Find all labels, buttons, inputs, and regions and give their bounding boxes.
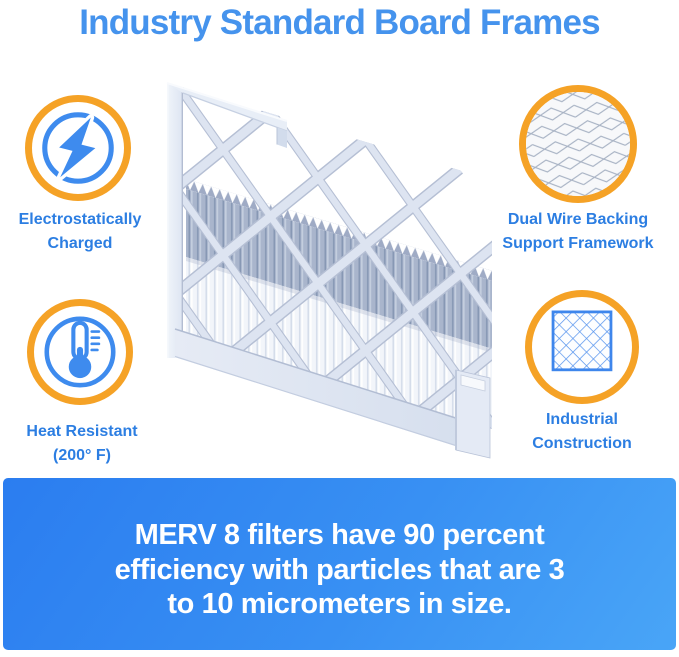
feature-label-line: Dual Wire Backing <box>507 211 649 228</box>
feature-label-heat-resistant: Heat Resistant (200° F) <box>0 420 164 468</box>
air-filter-illustration <box>166 81 492 459</box>
feature-badge-industrial-construction <box>525 290 639 404</box>
feature-label-line: Charged <box>47 235 113 252</box>
feature-badge-heat-resistant <box>27 299 133 405</box>
feature-label-electrostatic: Electrostatically Charged <box>0 208 162 256</box>
feature-label-wire-backing: Dual Wire Backing Support Framework <box>496 208 660 256</box>
feature-badge-wire-backing <box>519 85 637 203</box>
feature-label-line: Heat Resistant <box>26 423 138 440</box>
feature-label-line: Industrial <box>545 411 618 428</box>
banner-text-line: efficiency with particles that are 3 <box>114 553 565 586</box>
thermometer-icon <box>44 316 116 388</box>
wire-mesh-icon <box>526 92 630 196</box>
feature-label-line: Support Framework <box>502 235 654 252</box>
feature-label-line: (200° F) <box>53 447 111 464</box>
feature-label-line: Construction <box>532 435 632 452</box>
diamond-lattice-icon <box>551 310 613 372</box>
info-banner: MERV 8 filters have 90 percent efficienc… <box>3 478 676 650</box>
lightning-bolt-icon <box>42 112 114 184</box>
banner-text-line: MERV 8 filters have 90 percent <box>134 519 545 552</box>
feature-label-industrial-construction: Industrial Construction <box>500 408 664 456</box>
banner-text-line: to 10 micrometers in size. <box>167 588 512 621</box>
feature-badge-electrostatic <box>25 95 131 201</box>
feature-label-line: Electrostatically <box>18 211 142 228</box>
page-title: Industry Standard Board Frames <box>79 3 600 42</box>
